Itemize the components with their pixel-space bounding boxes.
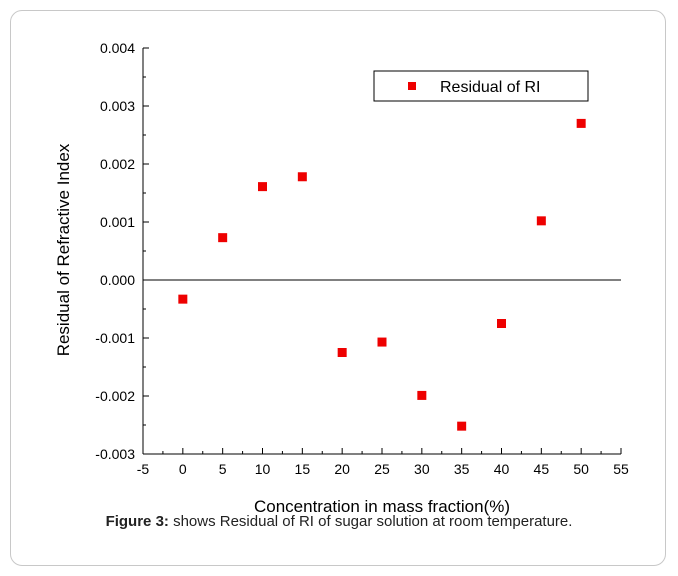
x-tick-label: 0 bbox=[179, 461, 187, 477]
data-point bbox=[297, 172, 307, 182]
x-tick-label: 25 bbox=[374, 461, 390, 477]
x-axis-label: Concentration in mass fraction(%) bbox=[254, 497, 510, 516]
y-tick-label: -0.003 bbox=[95, 446, 135, 462]
caption-label: Figure 3: bbox=[105, 513, 169, 530]
data-point bbox=[497, 319, 506, 328]
y-tick-label: 0.002 bbox=[100, 156, 135, 172]
data-point bbox=[457, 421, 467, 431]
y-tick-label: 0.000 bbox=[100, 272, 135, 288]
x-tick-label: 45 bbox=[534, 461, 550, 477]
data-point bbox=[337, 348, 347, 357]
figure-frame bbox=[10, 10, 666, 566]
data-point bbox=[218, 233, 228, 243]
x-tick-label: 30 bbox=[414, 461, 430, 477]
data-point bbox=[417, 390, 427, 400]
data-point bbox=[576, 118, 586, 128]
data-point bbox=[178, 294, 188, 304]
caption-text: shows Residual of RI of sugar solution a… bbox=[168, 513, 573, 530]
y-tick-label: 0.004 bbox=[100, 40, 135, 56]
y-tick-label: 0.003 bbox=[100, 98, 135, 114]
x-tick-label: 20 bbox=[334, 461, 350, 477]
x-tick-label: 35 bbox=[454, 461, 470, 477]
data-point bbox=[536, 216, 546, 226]
data-points bbox=[178, 118, 586, 431]
y-axis-label: Residual of Refractive Index bbox=[54, 143, 73, 356]
x-tick-label: 40 bbox=[494, 461, 510, 477]
x-tick-label: 5 bbox=[219, 461, 227, 477]
x-tick-label: 15 bbox=[295, 461, 311, 477]
x-tick-label: 55 bbox=[613, 461, 629, 477]
data-point bbox=[258, 182, 267, 192]
y-tick-label: -0.002 bbox=[95, 388, 135, 404]
legend-label: Residual of RI bbox=[440, 79, 541, 96]
legend-marker bbox=[408, 82, 416, 90]
y-tick-label: 0.001 bbox=[100, 214, 135, 230]
figure-caption: Figure 3: shows Residual of RI of sugar … bbox=[0, 513, 678, 530]
x-tick-label: 50 bbox=[573, 461, 589, 477]
plot-axes bbox=[142, 48, 621, 455]
x-tick-label: 10 bbox=[255, 461, 271, 477]
y-tick-label: -0.001 bbox=[95, 330, 135, 346]
data-point bbox=[377, 337, 387, 347]
x-tick-label: -5 bbox=[137, 461, 150, 477]
axis-ticks: -5 0 5 10 15 20 25 30 35 40 45 50 55 -0.003 -0.002 -0.0… bbox=[95, 40, 629, 477]
legend: Residual of RI bbox=[373, 70, 589, 102]
